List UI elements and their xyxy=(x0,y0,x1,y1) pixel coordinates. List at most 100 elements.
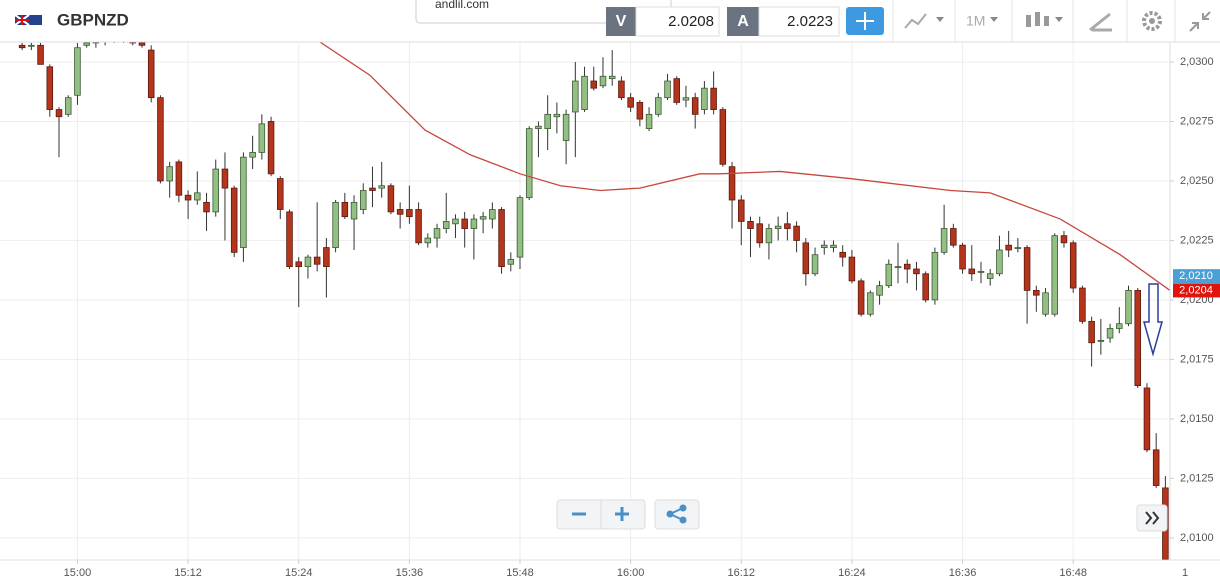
candle-body xyxy=(304,256,312,268)
candle-body xyxy=(212,168,220,213)
candle-body xyxy=(682,97,690,101)
candle-body xyxy=(498,209,505,268)
candle-body xyxy=(415,209,422,244)
x-tick-label: 16:12 xyxy=(728,567,756,579)
flag xyxy=(14,14,42,26)
candle-body xyxy=(1042,292,1049,315)
candle-body xyxy=(424,237,432,244)
candle-body xyxy=(507,259,515,265)
candle-body xyxy=(673,78,680,103)
x-axis-end-label: 1 xyxy=(1182,567,1188,579)
candle-body xyxy=(867,292,874,315)
draw-button[interactable] xyxy=(1089,12,1112,32)
zoom-in-button[interactable] xyxy=(615,507,629,521)
candle-body xyxy=(203,201,210,213)
candle-body xyxy=(784,223,791,229)
candle-body xyxy=(489,209,496,220)
x-tick-label: 16:24 xyxy=(838,567,866,579)
candle-body xyxy=(885,263,893,287)
candle-body xyxy=(940,228,948,253)
candle-body xyxy=(1116,323,1123,329)
timeframe-caret xyxy=(990,17,998,22)
candle-body xyxy=(830,244,837,248)
candle-body xyxy=(323,247,330,268)
candle-body xyxy=(1079,287,1086,322)
candle-body xyxy=(996,249,1003,275)
candle-body xyxy=(599,75,607,87)
candle-body xyxy=(627,97,634,108)
share-button[interactable] xyxy=(654,499,700,530)
candle-body xyxy=(747,221,754,229)
candle-body xyxy=(525,128,533,199)
candle-body xyxy=(516,197,524,258)
y-tick-label: 2,0225 xyxy=(1180,234,1214,246)
x-tick-label: 15:36 xyxy=(396,567,424,579)
candle-body xyxy=(618,80,625,99)
candle-body xyxy=(175,161,183,196)
crosshair-icon xyxy=(856,12,874,30)
settings-button[interactable] xyxy=(1142,11,1162,31)
x-tick-label: 15:24 xyxy=(285,567,313,579)
candle-body xyxy=(83,42,90,46)
ask-button[interactable] xyxy=(727,7,759,36)
candle-body xyxy=(1069,242,1077,289)
symbol: GBPNZD xyxy=(57,10,129,29)
candle-body xyxy=(1106,328,1114,339)
candle-body xyxy=(332,201,339,248)
y-tick-label: 2,0275 xyxy=(1180,115,1214,127)
candle-body xyxy=(959,244,966,270)
candle-body xyxy=(37,44,44,65)
candle-body xyxy=(350,201,358,220)
candle-body xyxy=(55,109,63,118)
candle-body xyxy=(267,121,275,175)
candle-body xyxy=(369,187,376,191)
candle-body xyxy=(728,166,736,201)
url: andlil.com xyxy=(435,0,489,11)
candle-body xyxy=(562,113,570,141)
candle-body xyxy=(655,97,662,115)
candle-body xyxy=(230,187,238,253)
arrow-annotation xyxy=(1143,283,1163,357)
candle-body xyxy=(793,225,800,241)
x-tick-label: 16:48 xyxy=(1059,567,1087,579)
candle-body xyxy=(581,75,588,110)
candle-body xyxy=(636,102,644,120)
candle-body xyxy=(572,80,579,113)
x-tick-label: 15:48 xyxy=(506,567,534,579)
candle-body xyxy=(194,192,201,201)
timeframe[interactable]: 1M xyxy=(966,13,985,29)
candle-body xyxy=(452,218,459,225)
candle-body xyxy=(839,251,846,258)
chart-type-button[interactable] xyxy=(904,13,944,29)
candle-body xyxy=(774,225,782,229)
candle-body xyxy=(876,285,883,296)
candle-body xyxy=(894,266,902,269)
candle-body xyxy=(986,273,994,279)
candle-body xyxy=(977,270,985,273)
candle-body xyxy=(360,190,367,210)
x-tick-label: 16:00 xyxy=(617,567,645,579)
y-tick-label: 2,0175 xyxy=(1180,353,1214,365)
candle-body xyxy=(802,242,810,275)
price-label-box xyxy=(1173,269,1220,284)
candle-body xyxy=(433,228,441,239)
y-tick-label: 2,0100 xyxy=(1180,532,1214,544)
bid-button[interactable] xyxy=(606,7,636,36)
candle-body xyxy=(903,263,911,270)
candle-body xyxy=(1134,290,1141,386)
candle-body xyxy=(396,209,404,215)
candle-body xyxy=(811,254,819,275)
candle-body xyxy=(240,156,247,248)
x-tick-label: 16:36 xyxy=(949,567,977,579)
candle-body xyxy=(461,218,468,229)
collapse-button[interactable] xyxy=(1189,11,1211,32)
candle-body xyxy=(378,185,385,189)
candle-body xyxy=(1014,247,1022,249)
candle-button[interactable] xyxy=(1026,12,1063,27)
candle-body xyxy=(258,123,266,153)
candle-body xyxy=(249,152,256,158)
candle-body xyxy=(479,216,487,220)
ask-box xyxy=(758,6,840,37)
candle-body xyxy=(719,109,727,165)
